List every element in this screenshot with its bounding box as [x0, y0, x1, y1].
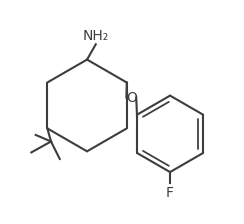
Text: NH₂: NH₂: [83, 29, 109, 43]
Text: O: O: [126, 90, 137, 105]
Text: F: F: [166, 186, 174, 200]
